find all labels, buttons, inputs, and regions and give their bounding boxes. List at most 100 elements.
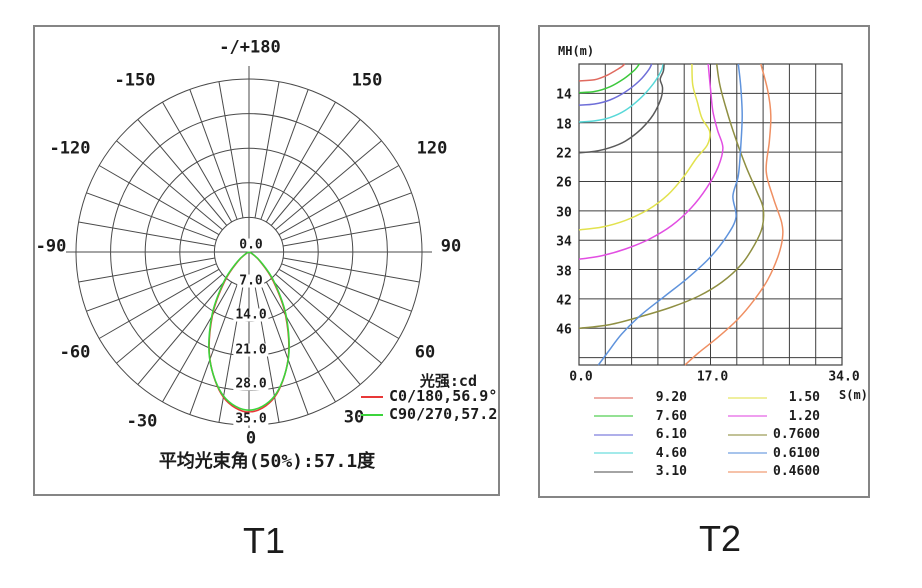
polar-spoke [78, 221, 216, 247]
polar-spoke [260, 89, 309, 220]
polar-spoke [218, 81, 244, 219]
polar-spoke [278, 268, 400, 339]
polar-spoke [98, 165, 220, 236]
polar-spoke [275, 273, 382, 364]
polar-spoke [86, 263, 217, 312]
plot-border [578, 63, 843, 366]
isolux-legend-row: 6.10 [594, 428, 687, 441]
angle-label: 0 [245, 428, 257, 449]
radial-label: 0.0 [237, 237, 265, 253]
radial-label: 14.0 [233, 307, 269, 323]
contour-line [684, 63, 784, 366]
angle-label: -120 [49, 138, 91, 159]
polar-spoke [275, 140, 382, 231]
legend-value-label: 7.60 [655, 408, 687, 424]
angle-label: 120 [416, 138, 448, 159]
polar-diagram-panel: -/+180 -150 150 -120 120 -90 90 -60 60 -30 30 0 0.0 7… [33, 25, 500, 496]
polar-spoke [116, 140, 223, 231]
polar-spoke [162, 281, 233, 403]
y-tick-label: 38 [556, 264, 572, 280]
legend-series-label: C90/270,57.2° [389, 405, 500, 423]
polar-spoke [282, 257, 420, 283]
isolux-chart-panel: MH(m) S(m) 14 18 22 26 30 34 38 42 46 0.0 17.0 34.0… [538, 25, 870, 498]
legend-line-swatch [594, 452, 633, 454]
angle-label: 90 [440, 236, 462, 257]
polar-spoke [86, 192, 217, 241]
legend-line-swatch [728, 433, 767, 436]
polar-spoke [137, 119, 228, 226]
x-tick-label: 34.0 [828, 369, 860, 385]
polar-spoke [98, 268, 220, 339]
y-tick-label: 22 [556, 146, 572, 162]
radial-label: 35.0 [233, 411, 269, 427]
contour-line [578, 63, 665, 123]
legend-line-swatch [594, 415, 633, 417]
polar-legend-row: C90/270,57.2° [361, 405, 500, 423]
legend-value-label: 3.10 [655, 464, 687, 479]
polar-spoke [270, 278, 361, 385]
legend-line-swatch [728, 396, 767, 399]
radial-label: 21.0 [233, 342, 269, 358]
x-axis-unit-label: S(m) [839, 388, 868, 402]
legend-line-swatch [728, 470, 767, 473]
y-tick-label: 42 [556, 293, 572, 309]
polar-spoke [189, 284, 238, 415]
polar-spoke [78, 257, 216, 283]
legend-value-label: 9.20 [655, 390, 687, 405]
y-tick-label: 26 [556, 175, 572, 191]
contour-line [578, 63, 765, 330]
polar-spoke [282, 221, 420, 247]
contour-line [578, 63, 640, 94]
legend-line-swatch [728, 452, 767, 454]
polar-spoke [116, 273, 223, 364]
polar-spoke [265, 281, 336, 403]
isolux-legend-row: 9.20 [594, 391, 687, 404]
isolux-legend-row: 4.60 [594, 447, 687, 460]
y-tick-label: 46 [556, 322, 572, 338]
isolux-legend-row: 0.4600 [728, 465, 820, 478]
legend-value-label: 4.60 [655, 445, 687, 461]
x-tick-label: 0.0 [569, 369, 593, 385]
angle-label: -90 [35, 236, 67, 257]
y-tick-label: 14 [556, 87, 572, 103]
polar-curve [208, 251, 290, 412]
polar-legend-row: C0/180,56.9° [361, 389, 497, 404]
caption-t1: T1 [242, 520, 286, 561]
legend-line-swatch [361, 395, 383, 398]
caption-t2: T2 [698, 518, 742, 559]
contour-line [597, 63, 743, 366]
isolux-legend-row: 1.50 [728, 391, 820, 404]
angle-label: 150 [351, 70, 383, 91]
angle-label: -150 [114, 70, 156, 91]
angle-label: -60 [59, 342, 91, 363]
angle-label: 60 [414, 342, 436, 363]
x-tick-label: 17.0 [696, 369, 729, 385]
polar-spoke [265, 101, 336, 223]
legend-value-label: 1.50 [788, 390, 820, 405]
isolux-legend-row: 0.6100 [728, 447, 820, 460]
polar-spoke [281, 192, 412, 241]
radial-label: 7.0 [237, 273, 265, 289]
legend-series-label: C0/180,56.9° [389, 387, 498, 405]
legend-value-label: 1.20 [788, 408, 820, 424]
radial-label: 28.0 [233, 376, 269, 392]
polar-spoke [278, 165, 400, 236]
y-tick-label: 30 [556, 205, 572, 221]
polar-spoke [260, 284, 309, 415]
contour-line [578, 63, 711, 231]
contour-line [578, 63, 665, 154]
legend-line-swatch [728, 415, 767, 417]
polar-spoke [254, 81, 280, 219]
contour-line [578, 63, 653, 106]
legend-value-label: 0.4600 [773, 464, 820, 479]
angle-label: 30 [343, 407, 365, 428]
beam-angle-footer: 平均光束角(50%):57.1度 [158, 451, 376, 472]
polar-spoke [137, 278, 228, 385]
angle-label: -30 [126, 411, 158, 432]
legend-line-swatch [594, 433, 633, 436]
contour-line [578, 63, 724, 261]
polar-spoke [162, 101, 233, 223]
legend-value-label: 0.6100 [773, 445, 820, 461]
isolux-legend-row: 7.60 [594, 410, 687, 423]
contour-line [578, 63, 626, 82]
